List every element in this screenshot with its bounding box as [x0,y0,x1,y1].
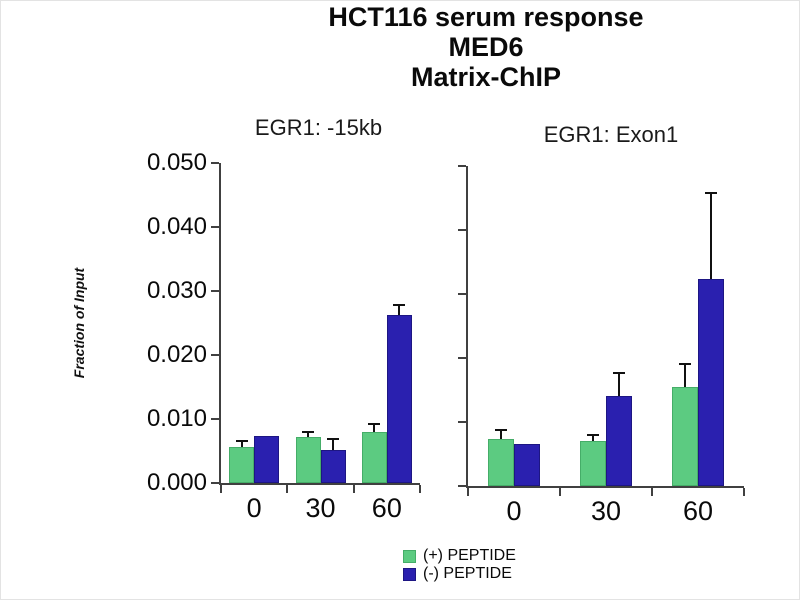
y-axis-label: Fraction of Input [71,267,87,379]
x-tick-label: 30 [305,493,336,523]
error-bar-whisker [500,430,502,440]
y-tick-label: 0.000 [146,469,207,496]
y-axis-tick [211,482,219,484]
y-axis-tick [211,418,219,420]
x-axis-tick [559,488,561,496]
error-bar-whisker [684,364,686,388]
bar-plus-peptide-t30 [580,440,606,486]
y-axis-tick [458,165,466,167]
error-bar-whisker [307,431,309,437]
figure-title: HCT116 serum response MED6 Matrix-ChIP [171,2,799,92]
bar-plus-peptide-t0 [488,439,514,486]
error-bar-whisker [332,438,334,450]
x-axis-tick [651,488,653,496]
chart-panel-egr1-15kb: 0 30 60 [211,162,421,523]
title-line-2: MED6 [448,32,524,62]
y-axis-tick [211,290,219,292]
error-bar-cap [679,363,691,366]
error-bar-cap [302,430,314,433]
error-bar-cap [368,423,381,426]
x-axis-tick [220,485,222,493]
x-axis-tick [419,485,421,493]
error-bar-whisker [592,435,594,441]
error-bar-cap [587,434,599,437]
error-bar-cap [235,439,248,442]
title-line-1: HCT116 serum response [328,2,644,32]
bar-plus-peptide-t60 [361,431,387,483]
x-tick-label: 60 [682,496,714,526]
error-bar-whisker [618,373,620,396]
subplot-title-egr1-exon1: EGR1: Exon1 [543,122,679,147]
x-axis-tick [286,485,289,493]
error-bar-cap [495,429,507,432]
title-line-3: Matrix-ChIP [410,62,562,92]
y-axis-tick [458,229,466,231]
legend-label: (-) PEPTIDE [423,565,512,582]
y-tick-label: 0.020 [146,341,207,368]
x-tick-label: 30 [590,496,622,526]
legend-swatch-plus-peptide [403,549,416,563]
y-tick-label: 0.040 [146,213,207,240]
error-bar-whisker [398,305,401,315]
bar-minus-peptide-t30 [606,395,632,486]
y-tick-label: 0.010 [146,405,207,432]
x-tick-label: 0 [506,496,522,526]
y-axis-tick [458,485,466,487]
error-bar-cap [705,191,717,194]
legend-item: (+) PEPTIDE [403,547,516,565]
bar-plus-peptide-t30 [295,436,321,483]
error-bar-whisker [240,440,243,447]
chart-panel-egr1-exon1: 0 30 60 [458,165,745,526]
x-axis-tick [467,488,469,496]
bar-minus-peptide-t0 [514,443,540,486]
error-bar-cap [613,372,625,375]
bar-minus-peptide-t60 [698,278,724,486]
legend: (+) PEPTIDE (-) PEPTIDE [403,547,516,583]
error-bar-whisker [710,192,712,279]
x-axis-tick [743,488,745,496]
bar-minus-peptide-t0 [254,435,280,483]
legend-item: (-) PEPTIDE [403,565,516,583]
y-axis-tick [211,226,219,228]
x-tick-label: 60 [371,493,402,523]
y-axis-tick [458,357,466,359]
y-axis-tick [458,293,466,295]
legend-label: (+) PEPTIDE [423,547,516,564]
y-axis-tick [211,162,219,164]
bar-minus-peptide-t60 [386,314,412,483]
error-bar-cap [393,304,406,307]
y-axis-tick-labels: 0.050 0.040 0.030 0.020 0.010 0.000 [97,149,207,496]
x-axis-tick [352,485,355,493]
y-axis-tick [211,354,219,356]
bar-plus-peptide-t60 [672,387,698,486]
bar-plus-peptide-t0 [229,446,255,483]
x-tick-label: 0 [246,493,262,523]
error-bar-whisker [373,424,376,432]
y-tick-label: 0.030 [146,277,207,304]
legend-swatch-minus-peptide [403,567,416,581]
subplot-title-egr1-15kb: EGR1: -15kb [254,115,383,140]
y-axis-tick [458,421,466,423]
error-bar-cap [327,437,339,440]
bar-minus-peptide-t30 [320,449,346,483]
y-tick-label: 0.050 [146,149,207,176]
